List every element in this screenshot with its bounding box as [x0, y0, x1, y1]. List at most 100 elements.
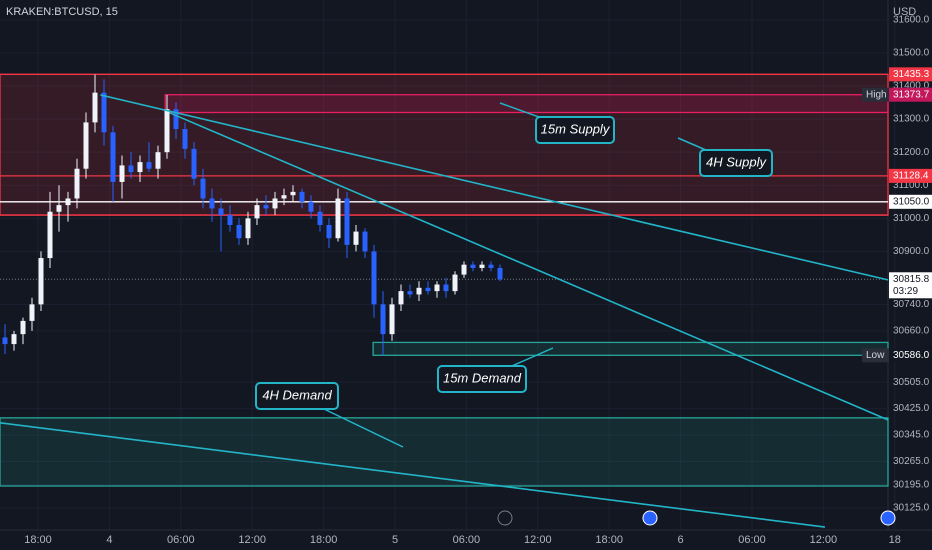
zone — [0, 417, 889, 487]
tag-name-box — [862, 87, 889, 102]
event-icon[interactable] — [880, 510, 896, 526]
tag-name-box — [862, 348, 889, 363]
event-icon[interactable] — [642, 510, 658, 526]
y-tick-label: 31000.0 — [893, 213, 930, 224]
candle-body — [254, 205, 260, 219]
y-tick-label: 30505.0 — [893, 377, 930, 388]
candle-body — [2, 337, 8, 345]
y-tick-label: 30125.0 — [893, 502, 930, 513]
candle-body — [218, 208, 224, 216]
tag-name: High — [866, 89, 887, 100]
price-tag-label: 31435.3 — [893, 69, 930, 80]
candle-body — [146, 162, 152, 169]
candle-body — [362, 231, 368, 252]
candle-body — [479, 264, 485, 268]
callout-box — [699, 149, 773, 177]
candle-body — [47, 211, 53, 259]
candle-body — [344, 198, 350, 245]
x-tick-label: 4 — [106, 534, 112, 546]
candle-body — [209, 198, 215, 209]
candle-body — [488, 264, 494, 268]
candle-body — [335, 198, 341, 239]
callout-box — [255, 382, 339, 410]
currency: USD — [893, 6, 916, 18]
candle-body — [389, 304, 395, 335]
candle-body — [101, 92, 107, 133]
callout-label: 15m Demand — [443, 370, 522, 385]
candle-body — [110, 132, 116, 182]
y-tick-label: 31600.0 — [893, 14, 930, 25]
event-icon[interactable] — [497, 510, 513, 526]
low-tag-label: 30586.0 — [893, 350, 930, 361]
last-price: 30815.8 — [893, 274, 930, 285]
candle-body — [317, 211, 323, 225]
candle-body — [155, 152, 161, 169]
y-tick-label: 31500.0 — [893, 48, 930, 59]
candle-body — [38, 258, 44, 305]
zone — [164, 94, 889, 114]
candle-body — [236, 224, 242, 239]
trendline — [100, 94, 889, 281]
candle-body — [137, 162, 143, 173]
y-tick-label: 31100.0 — [893, 180, 929, 191]
candle-body — [272, 198, 278, 209]
tag-name: Low — [866, 350, 885, 361]
candle-body — [191, 148, 197, 179]
candle-body — [65, 198, 71, 206]
candle-body — [128, 165, 134, 173]
symbol: KRAKEN:BTCUSD, 15 — [6, 6, 118, 18]
candle-body — [497, 267, 503, 280]
callout-box — [437, 365, 527, 393]
candle-body — [452, 274, 458, 292]
x-tick-label: 18 — [889, 534, 901, 546]
price-tag-label: 31050.0 — [893, 196, 930, 207]
price-axis: 31600.0 31500.0 31400.0 31300.0 31200.0 31100… — [862, 14, 932, 513]
candle-body — [407, 291, 413, 295]
candle-body — [173, 109, 179, 130]
candle-body — [290, 191, 296, 196]
candle-body — [245, 218, 251, 239]
candle-body — [56, 205, 62, 212]
candle-body — [425, 287, 431, 292]
candles — [2, 74, 503, 356]
candle-body — [434, 284, 440, 292]
x-tick-label: 18:00 — [310, 534, 338, 546]
y-tick-label: 30900.0 — [893, 246, 930, 257]
candle-body — [74, 168, 80, 199]
candle-body — [416, 287, 422, 295]
candle-body — [263, 205, 269, 209]
y-tick-label: 31300.0 — [893, 114, 930, 125]
candle-body — [398, 291, 404, 305]
x-tick-label: 06:00 — [738, 534, 766, 546]
candle-body — [20, 320, 26, 335]
y-tick-label: 30660.0 — [893, 325, 930, 336]
candle-body — [29, 304, 35, 321]
candle-body — [371, 251, 377, 305]
low-tag — [889, 348, 932, 363]
candle-body — [326, 224, 332, 239]
candle-body — [92, 92, 98, 123]
callout-label: 4H Demand — [262, 387, 332, 402]
price-tag — [889, 168, 932, 183]
callouts: 4H Supply 15m Supply 15m Demand 4H Demand — [255, 102, 773, 448]
candle-body — [182, 129, 188, 149]
x-tick-label: 6 — [678, 534, 684, 546]
callout-box — [535, 116, 615, 144]
last-tag — [889, 272, 932, 299]
zone — [372, 341, 889, 356]
x-tick-label: 5 — [392, 534, 398, 546]
high-tag-label: 31373.7 — [893, 89, 930, 100]
y-tick-label: 30195.0 — [893, 479, 930, 490]
x-tick-label: 12:00 — [524, 534, 552, 546]
high-tag — [889, 87, 932, 102]
candle-body — [11, 334, 17, 345]
candle-body — [83, 122, 89, 169]
x-tick-label: 12:00 — [810, 534, 838, 546]
candle-body — [119, 165, 125, 182]
trendlines — [0, 94, 889, 528]
trendline — [0, 422, 826, 528]
y-tick-label: 30425.0 — [893, 403, 930, 414]
candle-body — [461, 264, 467, 275]
